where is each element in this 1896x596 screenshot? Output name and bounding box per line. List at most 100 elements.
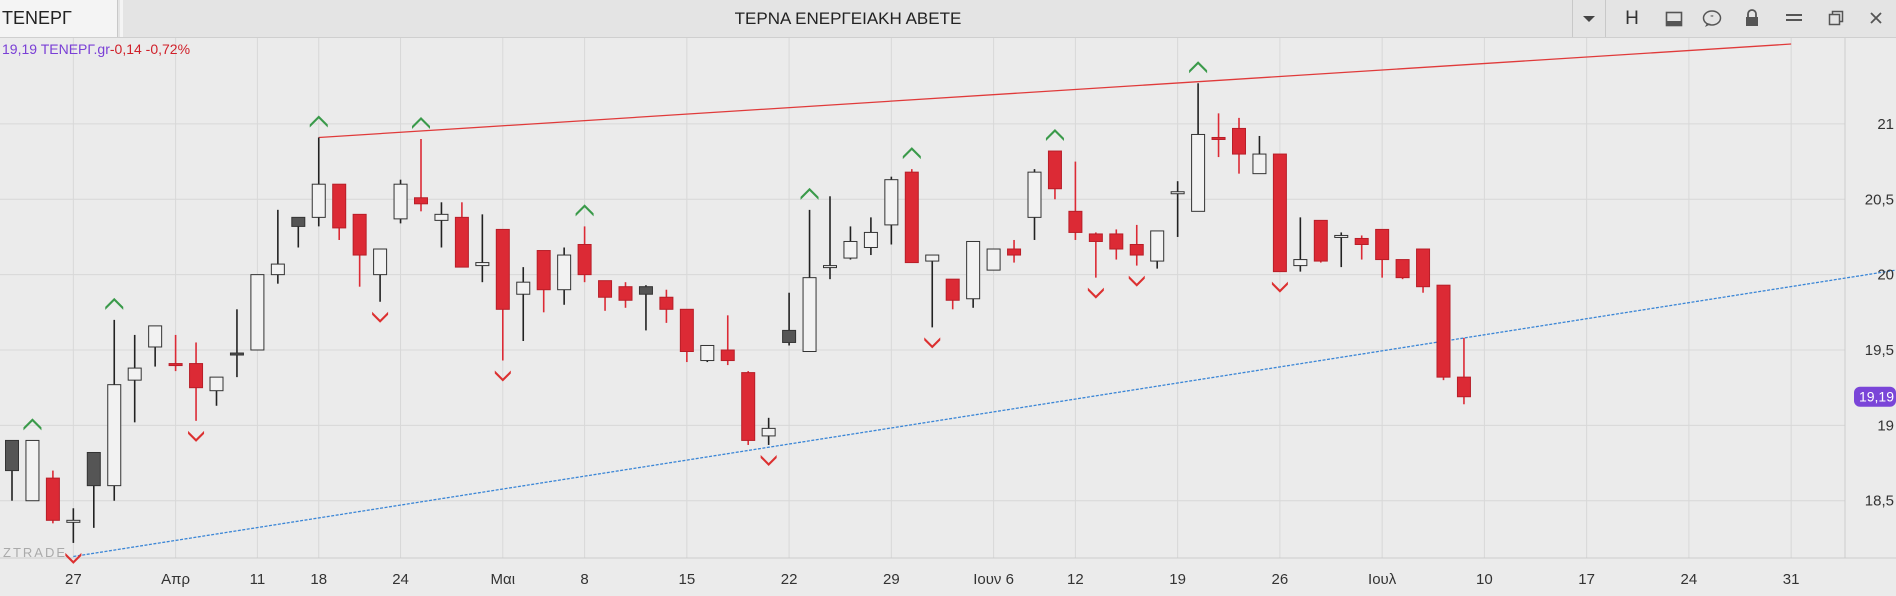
symbol-input[interactable]: ΤΕΝΕΡΓ: [0, 0, 118, 37]
candle-body: [863, 231, 878, 249]
x-tick-label: 29: [883, 571, 900, 588]
candle: [66, 508, 81, 543]
signal-down-icon: [1128, 275, 1145, 287]
candle-body: [1027, 171, 1042, 218]
candle: [1436, 284, 1451, 381]
candle-body: [1170, 191, 1185, 195]
quote-price: 19,19: [2, 41, 38, 57]
candle-body: [1088, 233, 1103, 242]
candle-body: [1150, 230, 1165, 262]
signal-up-icon: [105, 297, 124, 310]
candle-body: [189, 363, 204, 389]
candle: [1109, 229, 1124, 260]
candle-body: [679, 308, 694, 353]
candle-body: [618, 286, 633, 301]
candle-body: [945, 278, 960, 301]
candle: [536, 250, 551, 313]
candle-body: [414, 197, 428, 205]
candle: [495, 228, 510, 361]
candle: [1293, 217, 1308, 272]
candle-body: [516, 281, 531, 295]
candle: [148, 325, 163, 367]
restore-window-icon[interactable]: [1818, 0, 1854, 37]
candle-body: [1313, 219, 1328, 262]
candle: [904, 169, 919, 264]
candle: [966, 240, 981, 308]
signal-up-icon: [575, 204, 594, 217]
candle: [475, 214, 490, 283]
candle: [741, 371, 756, 445]
candle: [168, 334, 183, 372]
candle: [209, 376, 224, 406]
candle: [782, 292, 797, 346]
candle-body: [986, 248, 1001, 271]
candle: [45, 470, 60, 524]
signal-up-icon: [800, 187, 819, 200]
candle: [945, 278, 960, 310]
candle-body: [250, 274, 265, 351]
layout-icon[interactable]: [1656, 0, 1692, 37]
candle: [700, 344, 715, 363]
candle: [250, 274, 265, 351]
candle-body: [1068, 210, 1083, 233]
candle: [884, 176, 899, 245]
x-tick-label: 22: [781, 571, 798, 588]
y-tick-label: 19,5: [1865, 342, 1894, 359]
candle: [925, 254, 940, 328]
candle-body: [332, 183, 347, 229]
candle: [1313, 219, 1328, 263]
candle-body: [720, 349, 735, 362]
candle-body: [1395, 259, 1410, 279]
candle-body: [127, 367, 142, 381]
lock-icon[interactable]: [1734, 0, 1770, 37]
comment-icon[interactable]: ": [1694, 0, 1730, 37]
candle: [1007, 239, 1022, 263]
candle-body: [598, 280, 613, 298]
candle: [1129, 224, 1144, 266]
candle: [434, 202, 449, 248]
candle: [352, 213, 367, 287]
candle: [1211, 113, 1226, 158]
candle-body: [168, 363, 183, 367]
candle: [291, 216, 306, 248]
signal-markers: [23, 61, 1288, 564]
trendlines: [73, 43, 1896, 558]
quote-change: -0,14 -0,72%: [109, 41, 191, 57]
menu-icon[interactable]: [1776, 0, 1812, 37]
h-button[interactable]: H: [1625, 8, 1639, 29]
watermark: ZTRADE: [3, 545, 67, 560]
candle-body: [454, 216, 469, 268]
candle: [107, 319, 122, 501]
x-tick-label: 15: [679, 571, 696, 588]
candle-body: [107, 384, 122, 487]
x-tick-label: 19: [1169, 571, 1186, 588]
signal-down-icon: [1087, 287, 1104, 299]
candle-body: [229, 352, 244, 356]
candle-body: [373, 248, 388, 276]
candle-body: [393, 183, 408, 220]
candle: [1272, 153, 1287, 273]
signal-up-icon: [309, 115, 328, 128]
candle-body: [5, 439, 19, 472]
candle-body: [761, 427, 776, 437]
candle: [311, 137, 326, 227]
signal-down-icon: [494, 370, 511, 382]
candle-body: [66, 519, 81, 523]
candle-body: [209, 376, 224, 392]
candle: [189, 342, 204, 421]
candle-body: [434, 213, 449, 221]
candle: [393, 179, 408, 224]
candlestick-chart[interactable]: 27 Απρ 11 18 24 Μαι 8 15 22 29 Ιουν 6 12 19 26 Ιουλ 10 1…: [0, 38, 1896, 596]
dropdown-arrow-icon[interactable]: [1572, 0, 1606, 37]
candle-body: [1211, 136, 1226, 140]
candle-body: [966, 240, 981, 300]
candle-body: [1456, 376, 1471, 398]
close-icon[interactable]: [1858, 0, 1894, 37]
candle-body: [311, 183, 326, 218]
candle-body: [1191, 133, 1206, 212]
candle-body: [659, 296, 674, 310]
y-tick-label: 20,5: [1865, 191, 1894, 208]
candle-body: [1047, 150, 1062, 190]
candle-body: [536, 250, 551, 291]
candle: [1191, 83, 1206, 212]
